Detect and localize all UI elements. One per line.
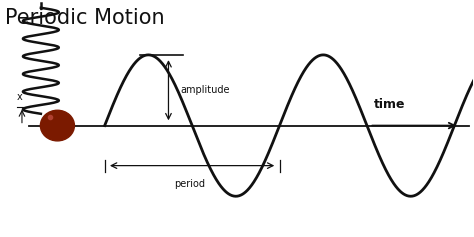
Text: x: x bbox=[17, 92, 22, 102]
Text: period: period bbox=[174, 179, 205, 189]
Text: amplitude: amplitude bbox=[180, 85, 230, 95]
Text: time: time bbox=[374, 98, 406, 111]
Text: Periodic Motion: Periodic Motion bbox=[5, 8, 165, 28]
Ellipse shape bbox=[40, 110, 74, 141]
